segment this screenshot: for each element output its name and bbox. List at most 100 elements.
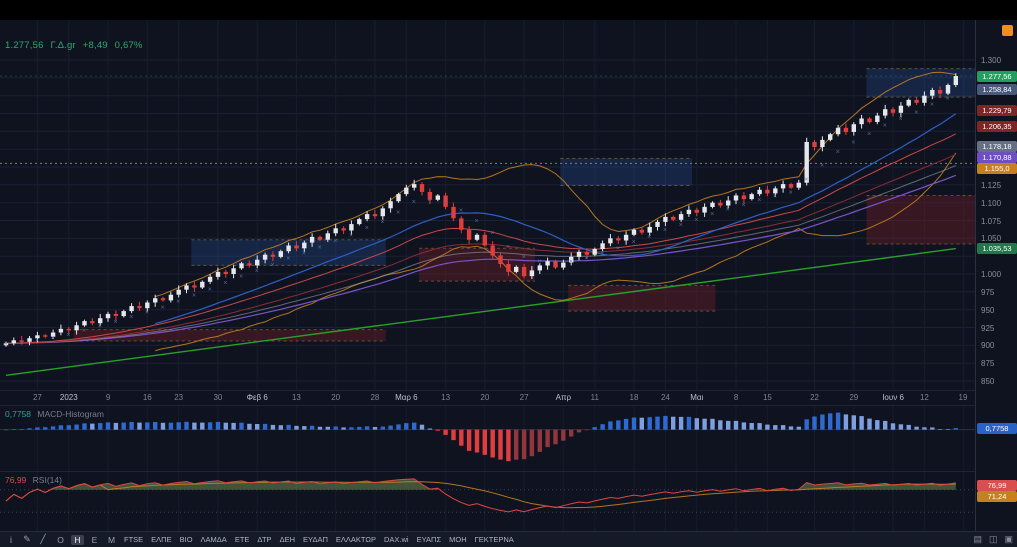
ticker-button-ΕΥΔΑΠ[interactable]: ΕΥΔΑΠ bbox=[303, 535, 328, 544]
ticker-button-ΔΕΗ[interactable]: ΔΕΗ bbox=[279, 535, 296, 544]
ticker-button-ΕΛΛΑΚΤΩΡ[interactable]: ΕΛΛΑΚΤΩΡ bbox=[335, 535, 376, 544]
interval-button-Ε[interactable]: Ε bbox=[91, 534, 98, 545]
trendline-tool-icon[interactable]: ╱ bbox=[40, 534, 46, 544]
svg-text:×: × bbox=[176, 298, 180, 305]
time-label: 27 bbox=[519, 393, 529, 402]
candles[interactable] bbox=[3, 73, 958, 347]
supply-demand-zones[interactable] bbox=[73, 68, 975, 342]
ticker-button-ΔΤΡ[interactable]: ΔΤΡ bbox=[257, 535, 272, 544]
ticker-button-ΕΛΠΕ[interactable]: ΕΛΠΕ bbox=[151, 535, 172, 544]
svg-text:×: × bbox=[851, 139, 855, 146]
svg-text:×: × bbox=[475, 218, 479, 225]
svg-text:×: × bbox=[349, 233, 353, 240]
price-tick: 850 bbox=[981, 377, 995, 386]
ticker-button-ΛΑΜΔΑ[interactable]: ΛΑΜΔΑ bbox=[200, 535, 227, 544]
time-label: Ιουν 6 bbox=[882, 393, 904, 402]
svg-text:×: × bbox=[679, 222, 683, 229]
ticker-button-DAX.wi[interactable]: DAX.wi bbox=[384, 535, 409, 544]
macd-indicator-label[interactable]: 0,7758 MACD-Histogram bbox=[5, 409, 104, 419]
svg-text:×: × bbox=[98, 324, 102, 331]
price-badge: 1.258,84 bbox=[977, 83, 1017, 95]
interval-button-Ο[interactable]: Ο bbox=[57, 534, 64, 545]
macd-histogram[interactable] bbox=[3, 412, 958, 462]
svg-text:×: × bbox=[726, 207, 730, 214]
symbol-name: Γ.Δ.gr bbox=[50, 40, 76, 51]
svg-text:×: × bbox=[35, 338, 39, 345]
svg-text:×: × bbox=[129, 314, 133, 321]
macd-grid bbox=[36, 405, 965, 471]
svg-text:×: × bbox=[930, 102, 934, 109]
price-tick: 1.125 bbox=[981, 180, 1002, 190]
price-levels[interactable] bbox=[0, 75, 975, 164]
time-label: 11 bbox=[590, 393, 599, 402]
pencil-tool-icon[interactable]: ✎ bbox=[23, 534, 31, 544]
symbol-legend[interactable]: 1.277,56 Γ.Δ.gr +8,49 0,67% bbox=[5, 40, 147, 51]
interval-button-Μ[interactable]: Μ bbox=[107, 534, 116, 545]
svg-text:×: × bbox=[443, 198, 447, 205]
price-chart-panel[interactable]: × × × × × × × × × × × × × × × × × × × × × × × × × × × × × × × × × × × × × × × ×… bbox=[0, 20, 975, 390]
price-tick: 925 bbox=[981, 323, 995, 333]
time-label: 27 bbox=[32, 393, 42, 402]
svg-text:×: × bbox=[255, 268, 259, 275]
price-badge: 1.229,79 bbox=[977, 104, 1017, 116]
time-label: 13 bbox=[441, 393, 451, 402]
rsi-line[interactable] bbox=[5, 478, 956, 513]
svg-text:×: × bbox=[286, 256, 290, 263]
svg-text:×: × bbox=[365, 225, 369, 232]
rsi-ma-value-badge: 71,24 bbox=[977, 491, 1017, 503]
svg-text:×: × bbox=[51, 335, 55, 342]
alert-icon[interactable] bbox=[1002, 25, 1013, 36]
svg-text:×: × bbox=[161, 304, 165, 311]
svg-text:×: × bbox=[647, 234, 651, 241]
ticker-button-ΕΥΑΠΣ[interactable]: ΕΥΑΠΣ bbox=[416, 535, 442, 544]
last-price: 1.277,56 bbox=[5, 40, 44, 51]
bar-chart-icon[interactable]: ▤ bbox=[973, 534, 982, 544]
ticker-button-ΒΙΟ[interactable]: ΒΙΟ bbox=[179, 535, 193, 544]
panel-separator bbox=[0, 390, 1017, 391]
svg-text:×: × bbox=[663, 227, 667, 234]
svg-text:×: × bbox=[412, 199, 416, 206]
ticker-button-FTSE[interactable]: FTSE bbox=[124, 535, 144, 544]
time-label: 9 bbox=[105, 393, 111, 402]
time-label: 28 bbox=[370, 393, 380, 402]
rsi-grid bbox=[0, 471, 975, 531]
svg-text:×: × bbox=[459, 208, 463, 215]
time-label: 12 bbox=[919, 393, 929, 402]
svg-text:×: × bbox=[428, 197, 432, 204]
price-tick: 950 bbox=[981, 305, 995, 315]
panel-separator bbox=[0, 471, 1017, 472]
price-badge: 1.155,0 bbox=[977, 163, 1017, 175]
svg-text:×: × bbox=[490, 230, 494, 237]
interval-button-Η[interactable]: Η bbox=[71, 534, 84, 545]
time-label: 29 bbox=[849, 393, 859, 402]
svg-text:×: × bbox=[318, 245, 322, 252]
svg-text:×: × bbox=[239, 273, 243, 280]
ma-cross-markers: × × × × × × × × × × × × × × × × × × × × × × × × × × × × × × × × × × × × × × × ×… bbox=[4, 96, 950, 348]
price-axis[interactable]: 1.300 1.125 1.100 1.075 1.050 1.000 975 950 925 9… bbox=[975, 20, 1017, 531]
candlestick-chart-icon[interactable]: ◫ bbox=[988, 534, 998, 544]
macd-value: 0,7758 bbox=[5, 409, 31, 419]
top-bar bbox=[0, 0, 1017, 20]
ticker-button-ΕΤΕ[interactable]: ΕΤΕ bbox=[234, 535, 250, 544]
svg-text:×: × bbox=[380, 219, 384, 226]
svg-text:×: × bbox=[192, 293, 196, 300]
svg-text:×: × bbox=[114, 319, 118, 326]
svg-text:×: × bbox=[742, 202, 746, 209]
grid bbox=[0, 20, 975, 390]
time-label: Μαι bbox=[690, 393, 704, 402]
expand-icon[interactable]: ▣ bbox=[1004, 534, 1013, 544]
ticker-button-ΓΕΚΤΕΡΝΑ[interactable]: ΓΕΚΤΕΡΝΑ bbox=[474, 535, 514, 544]
price-tick: 900 bbox=[981, 341, 995, 351]
time-axis[interactable]: 27 2023 9 16 23 30 Φεβ 6 13 20 28 Μαρ 6 13 20 27 Απρ 11… bbox=[0, 390, 975, 405]
svg-text:×: × bbox=[396, 209, 400, 216]
svg-text:×: × bbox=[271, 262, 275, 269]
info-button[interactable]: i bbox=[10, 534, 12, 545]
rsi-value: 76,99 bbox=[5, 475, 27, 485]
rsi-indicator-label[interactable]: 76,99 RSI(14) bbox=[5, 475, 62, 485]
ticker-button-ΜΟΗ[interactable]: ΜΟΗ bbox=[449, 535, 467, 544]
rsi-panel[interactable] bbox=[0, 471, 975, 531]
svg-text:×: × bbox=[19, 340, 23, 347]
macd-panel[interactable] bbox=[0, 405, 975, 471]
indicator-overlays[interactable] bbox=[5, 71, 957, 376]
